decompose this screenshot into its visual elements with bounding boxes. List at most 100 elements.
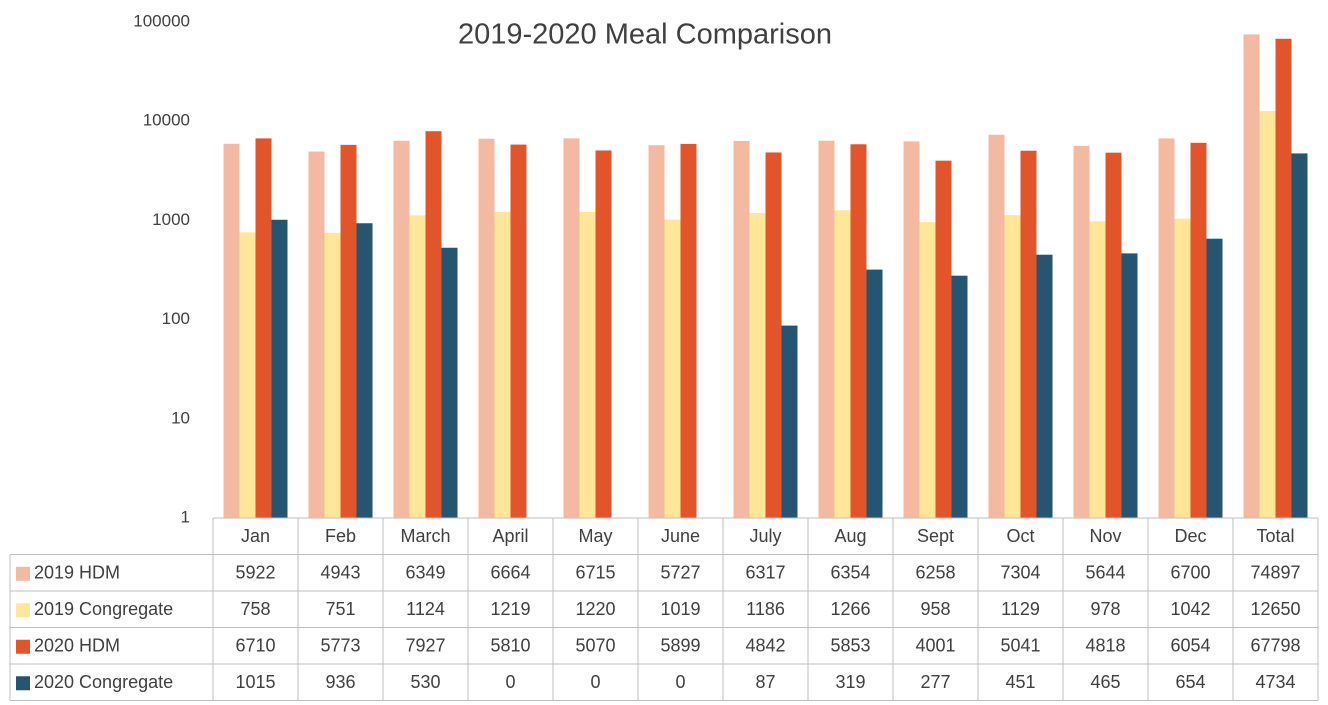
bar xyxy=(595,150,612,519)
table-cell: 87 xyxy=(755,672,775,692)
table-cell: 1019 xyxy=(660,599,700,619)
table-cell: 4842 xyxy=(745,636,785,656)
x-tick-label: July xyxy=(749,526,781,546)
table-cell: 465 xyxy=(1090,672,1120,692)
bar xyxy=(255,138,272,518)
table-cell: 1219 xyxy=(490,599,530,619)
bar xyxy=(1036,254,1053,518)
bar xyxy=(1158,138,1175,519)
table-cell: 1220 xyxy=(575,599,615,619)
x-tick-label: Feb xyxy=(325,526,356,546)
x-tick-label: Sept xyxy=(917,526,954,546)
table-cell: 12650 xyxy=(1250,599,1300,619)
legend-key xyxy=(16,603,30,618)
table-cell: 6715 xyxy=(575,563,615,583)
bar xyxy=(1190,142,1207,518)
table-cell: 4943 xyxy=(320,563,360,583)
y-tick-label: 1 xyxy=(181,507,190,526)
bar xyxy=(441,247,458,518)
bar xyxy=(648,145,665,518)
bar xyxy=(1089,221,1106,518)
bar xyxy=(765,152,782,518)
bar xyxy=(1174,218,1191,519)
legend-label: 2019 Congregate xyxy=(34,599,173,619)
table-cell: 4001 xyxy=(915,636,955,656)
bar xyxy=(1004,215,1021,518)
x-tick-label: April xyxy=(492,526,528,546)
table-cell: 67798 xyxy=(1250,636,1300,656)
table-cell: 4818 xyxy=(1085,636,1125,656)
bar xyxy=(239,232,256,519)
x-tick-label: Jan xyxy=(241,526,270,546)
table-cell: 5810 xyxy=(490,636,530,656)
table-cell: 5853 xyxy=(830,636,870,656)
table-cell: 6700 xyxy=(1170,563,1210,583)
table-cell: 6354 xyxy=(830,563,870,583)
table-cell: 978 xyxy=(1090,599,1120,619)
bar xyxy=(1105,152,1122,518)
bar xyxy=(988,134,1005,518)
table-cell: 7304 xyxy=(1000,563,1040,583)
y-tick-label: 10 xyxy=(171,408,190,427)
legend-label: 2020 HDM xyxy=(34,636,120,656)
bar xyxy=(510,144,527,518)
table-cell: 6710 xyxy=(235,636,275,656)
bar xyxy=(903,141,920,518)
bar xyxy=(223,143,240,519)
legend-key xyxy=(16,566,30,581)
bar xyxy=(340,144,357,519)
y-tick-label: 100000 xyxy=(133,11,190,30)
x-tick-label: Oct xyxy=(1006,526,1034,546)
bar xyxy=(1243,34,1260,519)
bar xyxy=(1121,253,1138,518)
table-cell: 5773 xyxy=(320,636,360,656)
table-cell: 0 xyxy=(675,672,685,692)
table-cell: 654 xyxy=(1175,672,1205,692)
table-cell: 5899 xyxy=(660,636,700,656)
table-cell: 958 xyxy=(920,599,950,619)
x-tick-label: May xyxy=(578,526,612,546)
table-cell: 7927 xyxy=(405,636,445,656)
table-cell: 0 xyxy=(505,672,515,692)
table-cell: 6664 xyxy=(490,563,530,583)
table-cell: 1266 xyxy=(830,599,870,619)
bar xyxy=(271,219,288,518)
bar xyxy=(866,269,883,518)
bar xyxy=(409,215,426,518)
y-tick-label: 10000 xyxy=(143,111,190,130)
table-cell: 6349 xyxy=(405,563,445,583)
bar xyxy=(850,144,867,518)
x-tick-label: Dec xyxy=(1174,526,1206,546)
x-tick-label: Nov xyxy=(1089,526,1121,546)
table-cell: 1186 xyxy=(746,599,785,619)
bar xyxy=(563,138,580,518)
table-cell: 5727 xyxy=(660,563,700,583)
bar xyxy=(1275,38,1292,518)
table-cell: 6258 xyxy=(915,563,955,583)
bar xyxy=(781,325,798,518)
table-cell: 277 xyxy=(920,672,950,692)
table-cell: 936 xyxy=(325,672,355,692)
table-cell: 6054 xyxy=(1170,636,1210,656)
table-cell: 4734 xyxy=(1255,672,1295,692)
table-cell: 1124 xyxy=(406,599,445,619)
bar xyxy=(1073,145,1090,518)
bar xyxy=(951,275,968,518)
bar xyxy=(749,213,766,519)
bar xyxy=(308,151,325,518)
bar xyxy=(356,223,373,518)
x-tick-label: March xyxy=(400,526,450,546)
table-cell: 751 xyxy=(325,599,355,619)
bar xyxy=(935,160,952,518)
bar xyxy=(478,138,495,518)
bar xyxy=(1291,153,1308,518)
bar xyxy=(733,140,750,518)
bar xyxy=(1259,111,1276,518)
table-cell: 0 xyxy=(590,672,600,692)
bar xyxy=(664,219,681,519)
table-cell: 5041 xyxy=(1000,636,1040,656)
table-cell: 758 xyxy=(240,599,270,619)
y-tick-label: 1000 xyxy=(152,210,190,229)
x-tick-label: June xyxy=(661,526,700,546)
table-cell: 74897 xyxy=(1250,563,1300,583)
